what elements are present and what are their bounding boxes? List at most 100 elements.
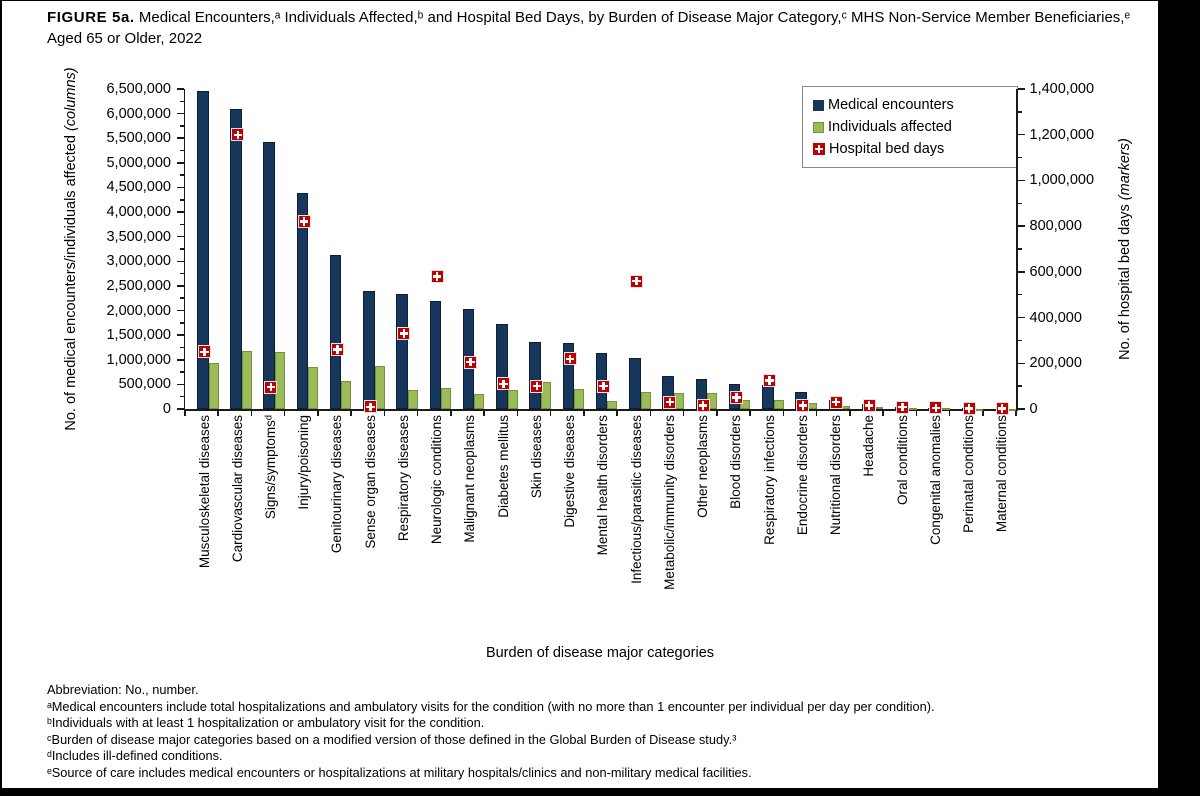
category-label: Genitourinary diseases xyxy=(329,415,345,554)
marker-hospital-bed-days xyxy=(198,345,211,359)
category-label: Musculoskeletal diseases xyxy=(196,415,212,569)
left-axis-tick xyxy=(179,248,184,250)
left-axis-tick-label: 6,500,000 xyxy=(106,81,171,97)
x-axis-tick xyxy=(184,410,186,416)
marker-hospital-bed-days xyxy=(297,215,311,229)
category-label: Oral conditions xyxy=(894,415,910,506)
left-axis-tick-label: 4,500,000 xyxy=(106,179,171,196)
right-axis-title-italic: (markers) xyxy=(1117,138,1133,201)
medical-encounters-swatch-icon xyxy=(813,99,824,111)
marker-hospital-bed-days xyxy=(563,352,577,366)
category-label: Maternal conditions xyxy=(994,415,1010,533)
left-axis-tick xyxy=(176,359,184,361)
bar-individuals-affected xyxy=(740,399,751,409)
marker-hospital-bed-days xyxy=(763,373,777,387)
category-label: Malignant neoplasms xyxy=(462,415,478,543)
x-axis-tick xyxy=(549,410,552,416)
left-axis-tick xyxy=(179,272,184,275)
x-axis-tick xyxy=(416,410,419,416)
bar-individuals-affected xyxy=(374,365,385,409)
footnote-line: ᵇIndividuals with at least 1 hospitaliza… xyxy=(47,715,485,731)
footnote-line: ᵉSource of care includes medical encount… xyxy=(47,764,752,780)
chart-area: No. of medical encounters/individuals af… xyxy=(2,1,1158,681)
marker-hospital-bed-days xyxy=(862,399,876,413)
bar-medical-encounters xyxy=(629,358,641,409)
category-label: Respiratory infections xyxy=(761,415,777,545)
category-label: Congenital anomalies xyxy=(927,415,943,545)
bar-individuals-affected xyxy=(407,389,418,409)
left-axis-tick xyxy=(179,371,184,373)
marker-hospital-bed-days xyxy=(995,402,1009,416)
left-axis-tick-label: 1,500,000 xyxy=(106,327,171,344)
bar-individuals-affected xyxy=(274,352,285,409)
left-axis-tick-label: 5,500,000 xyxy=(106,130,171,147)
legend-label: Individuals affected xyxy=(828,119,952,135)
right-axis-tick-label: 200,000 xyxy=(1029,355,1082,372)
left-axis-tick xyxy=(176,137,184,139)
marker-hospital-bed-days xyxy=(896,400,910,414)
left-axis-tick xyxy=(176,383,184,386)
right-axis-title-text: No. of hospital bed days xyxy=(1117,200,1133,360)
legend-item-medical-encounters: Medical encounters xyxy=(813,94,1017,116)
left-axis-tick xyxy=(176,211,184,213)
right-axis-tick xyxy=(1017,111,1022,113)
left-axis-tick-label: 500,000 xyxy=(118,376,171,393)
right-axis-tick xyxy=(1017,248,1022,250)
bar-individuals-affected xyxy=(507,389,518,409)
x-axis-tick xyxy=(616,410,618,416)
left-axis-tick xyxy=(179,125,184,127)
left-axis-line xyxy=(183,89,185,409)
left-axis-tick-label: 2,500,000 xyxy=(106,277,171,294)
right-axis-tick xyxy=(1017,408,1025,410)
category-label: Digestive diseases xyxy=(562,415,578,528)
x-axis-tick xyxy=(682,410,685,416)
right-axis-tick xyxy=(1017,362,1025,365)
left-axis-tick-label: 1,000,000 xyxy=(106,351,171,368)
right-axis-tick-label: 1,000,000 xyxy=(1029,172,1095,189)
hospital-bed-days-cross-icon xyxy=(813,143,825,155)
bar-individuals-affected xyxy=(241,351,252,409)
left-axis-tick xyxy=(176,334,184,336)
category-label: Diabetes mellitus xyxy=(495,415,511,518)
bar-medical-encounters xyxy=(230,108,242,409)
x-axis-title: Burden of disease major categories xyxy=(485,645,715,661)
right-axis-tick-label: 400,000 xyxy=(1029,309,1082,326)
category-label: Mental health disorders xyxy=(595,415,611,556)
legend-label: Medical encounters xyxy=(828,97,954,113)
category-label: Headache xyxy=(861,415,877,477)
chart-legend: Medical encounters Individuals affected … xyxy=(802,86,1018,168)
bar-individuals-affected xyxy=(474,393,485,409)
x-axis-tick xyxy=(716,410,718,416)
footnotes: Abbreviation: No., number. ᵃMedical encou… xyxy=(47,682,1152,782)
legend-label: Hospital bed days xyxy=(829,141,945,157)
marker-hospital-bed-days xyxy=(962,401,976,415)
right-axis-line xyxy=(1016,89,1018,409)
right-axis-tick-label: 1,200,000 xyxy=(1029,126,1095,143)
right-axis-title: No. of hospital bed days (markers) xyxy=(1116,74,1134,424)
bar-medical-encounters xyxy=(263,142,275,409)
category-label: Blood disorders xyxy=(728,415,744,509)
left-axis-tick-label: 6,000,000 xyxy=(106,105,171,122)
bar-medical-encounters xyxy=(429,301,442,409)
category-label: Respiratory diseases xyxy=(395,415,411,542)
right-axis-tick xyxy=(1017,133,1025,136)
right-axis-tick-label: 1,400,000 xyxy=(1029,81,1095,97)
marker-hospital-bed-days xyxy=(663,395,677,409)
left-axis-tick xyxy=(176,285,184,287)
x-axis-tick xyxy=(849,410,851,416)
marker-hospital-bed-days xyxy=(796,399,810,413)
right-axis-tick xyxy=(1017,293,1022,296)
x-axis-tick xyxy=(383,410,386,416)
bar-medical-encounters xyxy=(329,255,342,409)
footnote-line: ᵃMedical encounters include total hospit… xyxy=(47,698,935,714)
marker-hospital-bed-days xyxy=(596,379,610,393)
left-axis-tick xyxy=(179,223,184,226)
x-axis-tick xyxy=(516,410,519,416)
category-label: Signs/symptomsᵈ xyxy=(262,415,278,520)
marker-hospital-bed-days xyxy=(264,380,278,394)
x-axis-tick xyxy=(815,410,818,416)
bar-medical-encounters xyxy=(496,324,508,409)
right-axis-tick xyxy=(1017,179,1025,182)
marker-hospital-bed-days xyxy=(696,399,710,413)
category-label: Skin diseases xyxy=(528,415,544,499)
